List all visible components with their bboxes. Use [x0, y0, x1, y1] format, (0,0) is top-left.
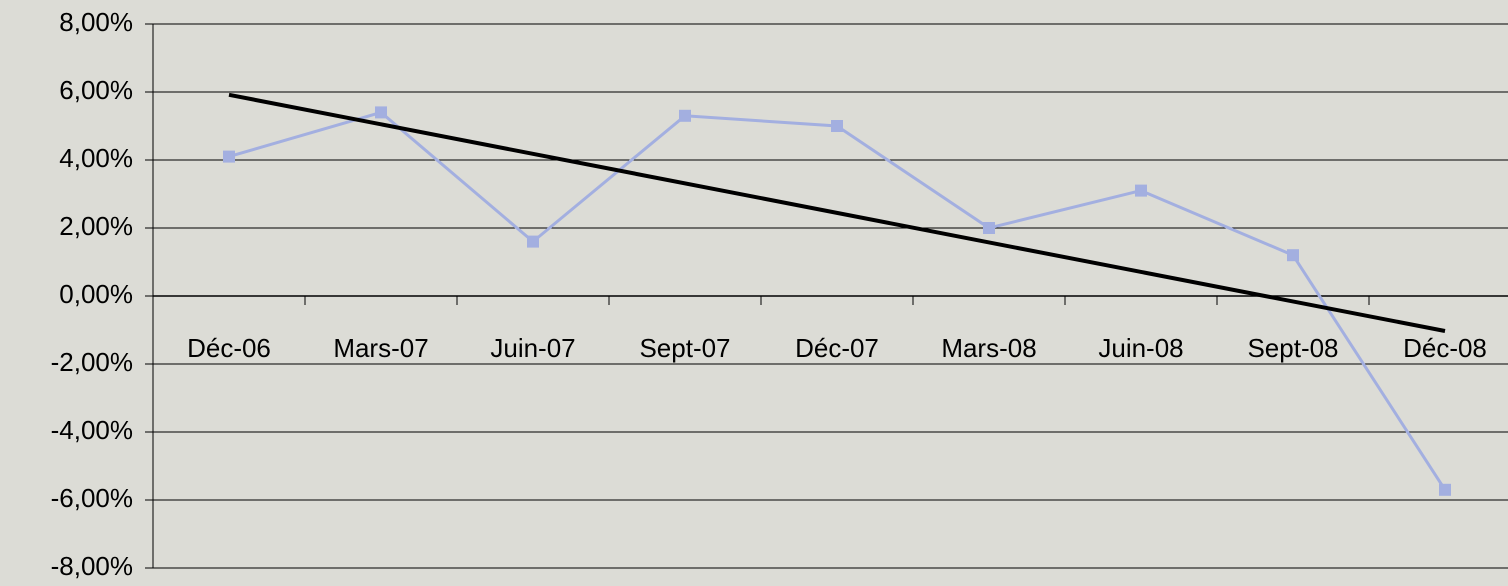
- marker: [1439, 483, 1451, 496]
- y-tick-label: 2,00%: [59, 211, 133, 241]
- x-tick-label: Mars-08: [941, 333, 1036, 363]
- x-tick-label: Mars-07: [333, 333, 428, 363]
- marker: [831, 120, 843, 132]
- marker: [983, 222, 995, 234]
- marker: [527, 235, 539, 248]
- y-tick-label: -8,00%: [51, 551, 133, 581]
- y-tick-label: 4,00%: [59, 143, 133, 173]
- marker: [1135, 184, 1147, 197]
- x-tick-label: Juin-07: [490, 333, 575, 363]
- marker: [375, 106, 387, 119]
- x-tick-label: Sept-07: [639, 333, 730, 363]
- trendline: [228, 92, 1446, 333]
- y-tick-label: 8,00%: [59, 7, 133, 37]
- y-tick-label: -6,00%: [51, 483, 133, 513]
- x-tick-label: Déc-08: [1403, 333, 1487, 363]
- y-tick-label: -4,00%: [51, 415, 133, 445]
- y-tick-label: 0,00%: [59, 279, 133, 309]
- marker: [223, 150, 235, 163]
- x-tick-label: Déc-06: [187, 333, 271, 363]
- marker: [679, 109, 691, 122]
- x-tick-label: Déc-07: [795, 333, 879, 363]
- x-tick-label: Juin-08: [1098, 333, 1183, 363]
- x-tick-label: Sept-08: [1247, 333, 1338, 363]
- marker: [1287, 249, 1299, 262]
- y-tick-label: -2,00%: [51, 347, 133, 377]
- y-tick-label: 6,00%: [59, 75, 133, 105]
